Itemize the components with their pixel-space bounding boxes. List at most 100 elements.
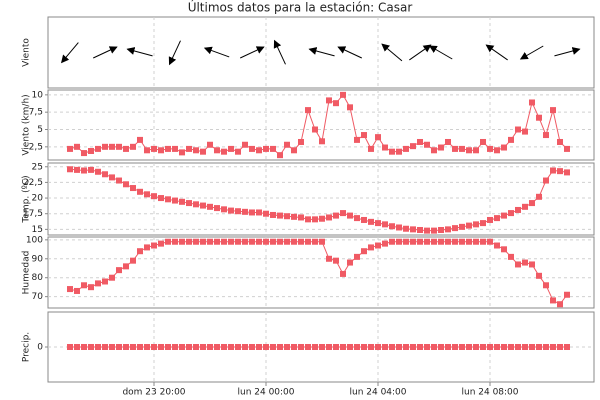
data-point xyxy=(557,138,563,145)
data-point xyxy=(529,344,535,350)
data-point xyxy=(165,344,171,350)
data-point xyxy=(109,174,115,181)
data-point xyxy=(123,344,129,350)
data-point xyxy=(438,238,444,245)
data-point xyxy=(256,209,262,216)
data-point xyxy=(396,344,402,350)
data-point xyxy=(326,255,332,262)
data-point xyxy=(221,148,227,155)
data-point xyxy=(410,143,416,150)
data-point xyxy=(333,100,339,107)
data-point xyxy=(375,242,381,249)
data-point xyxy=(438,344,444,350)
data-point xyxy=(368,145,374,152)
data-point xyxy=(214,147,220,154)
data-point xyxy=(263,238,269,245)
x-tick-label: lun 24 04:00 xyxy=(349,388,406,398)
data-point xyxy=(515,206,521,213)
data-point xyxy=(270,211,276,218)
data-point xyxy=(67,166,73,173)
data-point xyxy=(228,207,234,214)
data-point xyxy=(109,143,115,150)
data-point xyxy=(298,344,304,350)
data-point xyxy=(137,188,143,195)
data-point xyxy=(368,344,374,350)
data-point xyxy=(508,253,514,260)
data-point xyxy=(305,216,311,223)
data-point xyxy=(564,344,570,350)
data-point xyxy=(263,210,269,217)
data-point xyxy=(340,344,346,350)
data-point xyxy=(186,238,192,245)
data-point xyxy=(487,145,493,152)
data-point xyxy=(522,344,528,350)
wind-arrow xyxy=(485,44,508,61)
data-point xyxy=(277,152,283,159)
data-point xyxy=(508,210,514,217)
data-point xyxy=(95,145,101,152)
data-point xyxy=(319,215,325,222)
data-point xyxy=(319,344,325,350)
data-point xyxy=(354,136,360,143)
data-point xyxy=(172,145,178,152)
data-point xyxy=(501,246,507,253)
data-point xyxy=(88,166,94,173)
data-point xyxy=(543,344,549,350)
data-point xyxy=(480,138,486,145)
wind-arrow xyxy=(61,42,79,64)
data-point xyxy=(179,238,185,245)
data-point xyxy=(501,144,507,151)
y-tick-label: 7,5 xyxy=(29,108,43,118)
data-point xyxy=(403,344,409,350)
data-point xyxy=(214,238,220,245)
data-point xyxy=(354,344,360,350)
data-point xyxy=(410,226,416,233)
data-point xyxy=(333,344,339,350)
data-point xyxy=(88,284,94,291)
data-point xyxy=(347,212,353,219)
wind-arrow xyxy=(381,43,403,62)
data-point xyxy=(116,177,122,184)
data-point xyxy=(494,242,500,249)
data-point xyxy=(340,91,346,98)
data-point xyxy=(200,344,206,350)
data-point xyxy=(228,344,234,350)
data-point xyxy=(340,210,346,217)
data-point xyxy=(319,138,325,145)
data-point xyxy=(242,141,248,148)
data-point xyxy=(382,344,388,350)
data-point xyxy=(228,145,234,152)
data-point xyxy=(242,208,248,215)
data-point xyxy=(480,238,486,245)
data-point xyxy=(543,177,549,184)
data-point xyxy=(508,344,514,350)
data-point xyxy=(529,99,535,106)
data-point xyxy=(179,198,185,205)
data-point xyxy=(361,344,367,350)
data-point xyxy=(536,272,542,279)
data-point xyxy=(438,144,444,151)
data-point xyxy=(375,134,381,141)
data-point xyxy=(424,141,430,148)
data-point xyxy=(515,261,521,268)
data-point xyxy=(361,216,367,223)
data-point xyxy=(95,280,101,287)
data-point xyxy=(249,209,255,216)
data-point xyxy=(179,149,185,156)
data-point xyxy=(424,238,430,245)
data-point xyxy=(172,238,178,245)
data-point xyxy=(403,238,409,245)
data-point xyxy=(130,344,136,350)
data-point xyxy=(74,287,80,294)
data-point xyxy=(487,344,493,350)
data-point xyxy=(298,214,304,221)
data-point xyxy=(137,136,143,143)
y-axis-label: Humedad xyxy=(22,251,32,295)
data-point xyxy=(207,141,213,148)
wind-arrow xyxy=(93,46,118,59)
data-point xyxy=(382,144,388,151)
panel-frame xyxy=(47,236,595,309)
data-point xyxy=(67,344,73,350)
data-point xyxy=(221,206,227,213)
y-tick-label: 0 xyxy=(37,343,43,353)
